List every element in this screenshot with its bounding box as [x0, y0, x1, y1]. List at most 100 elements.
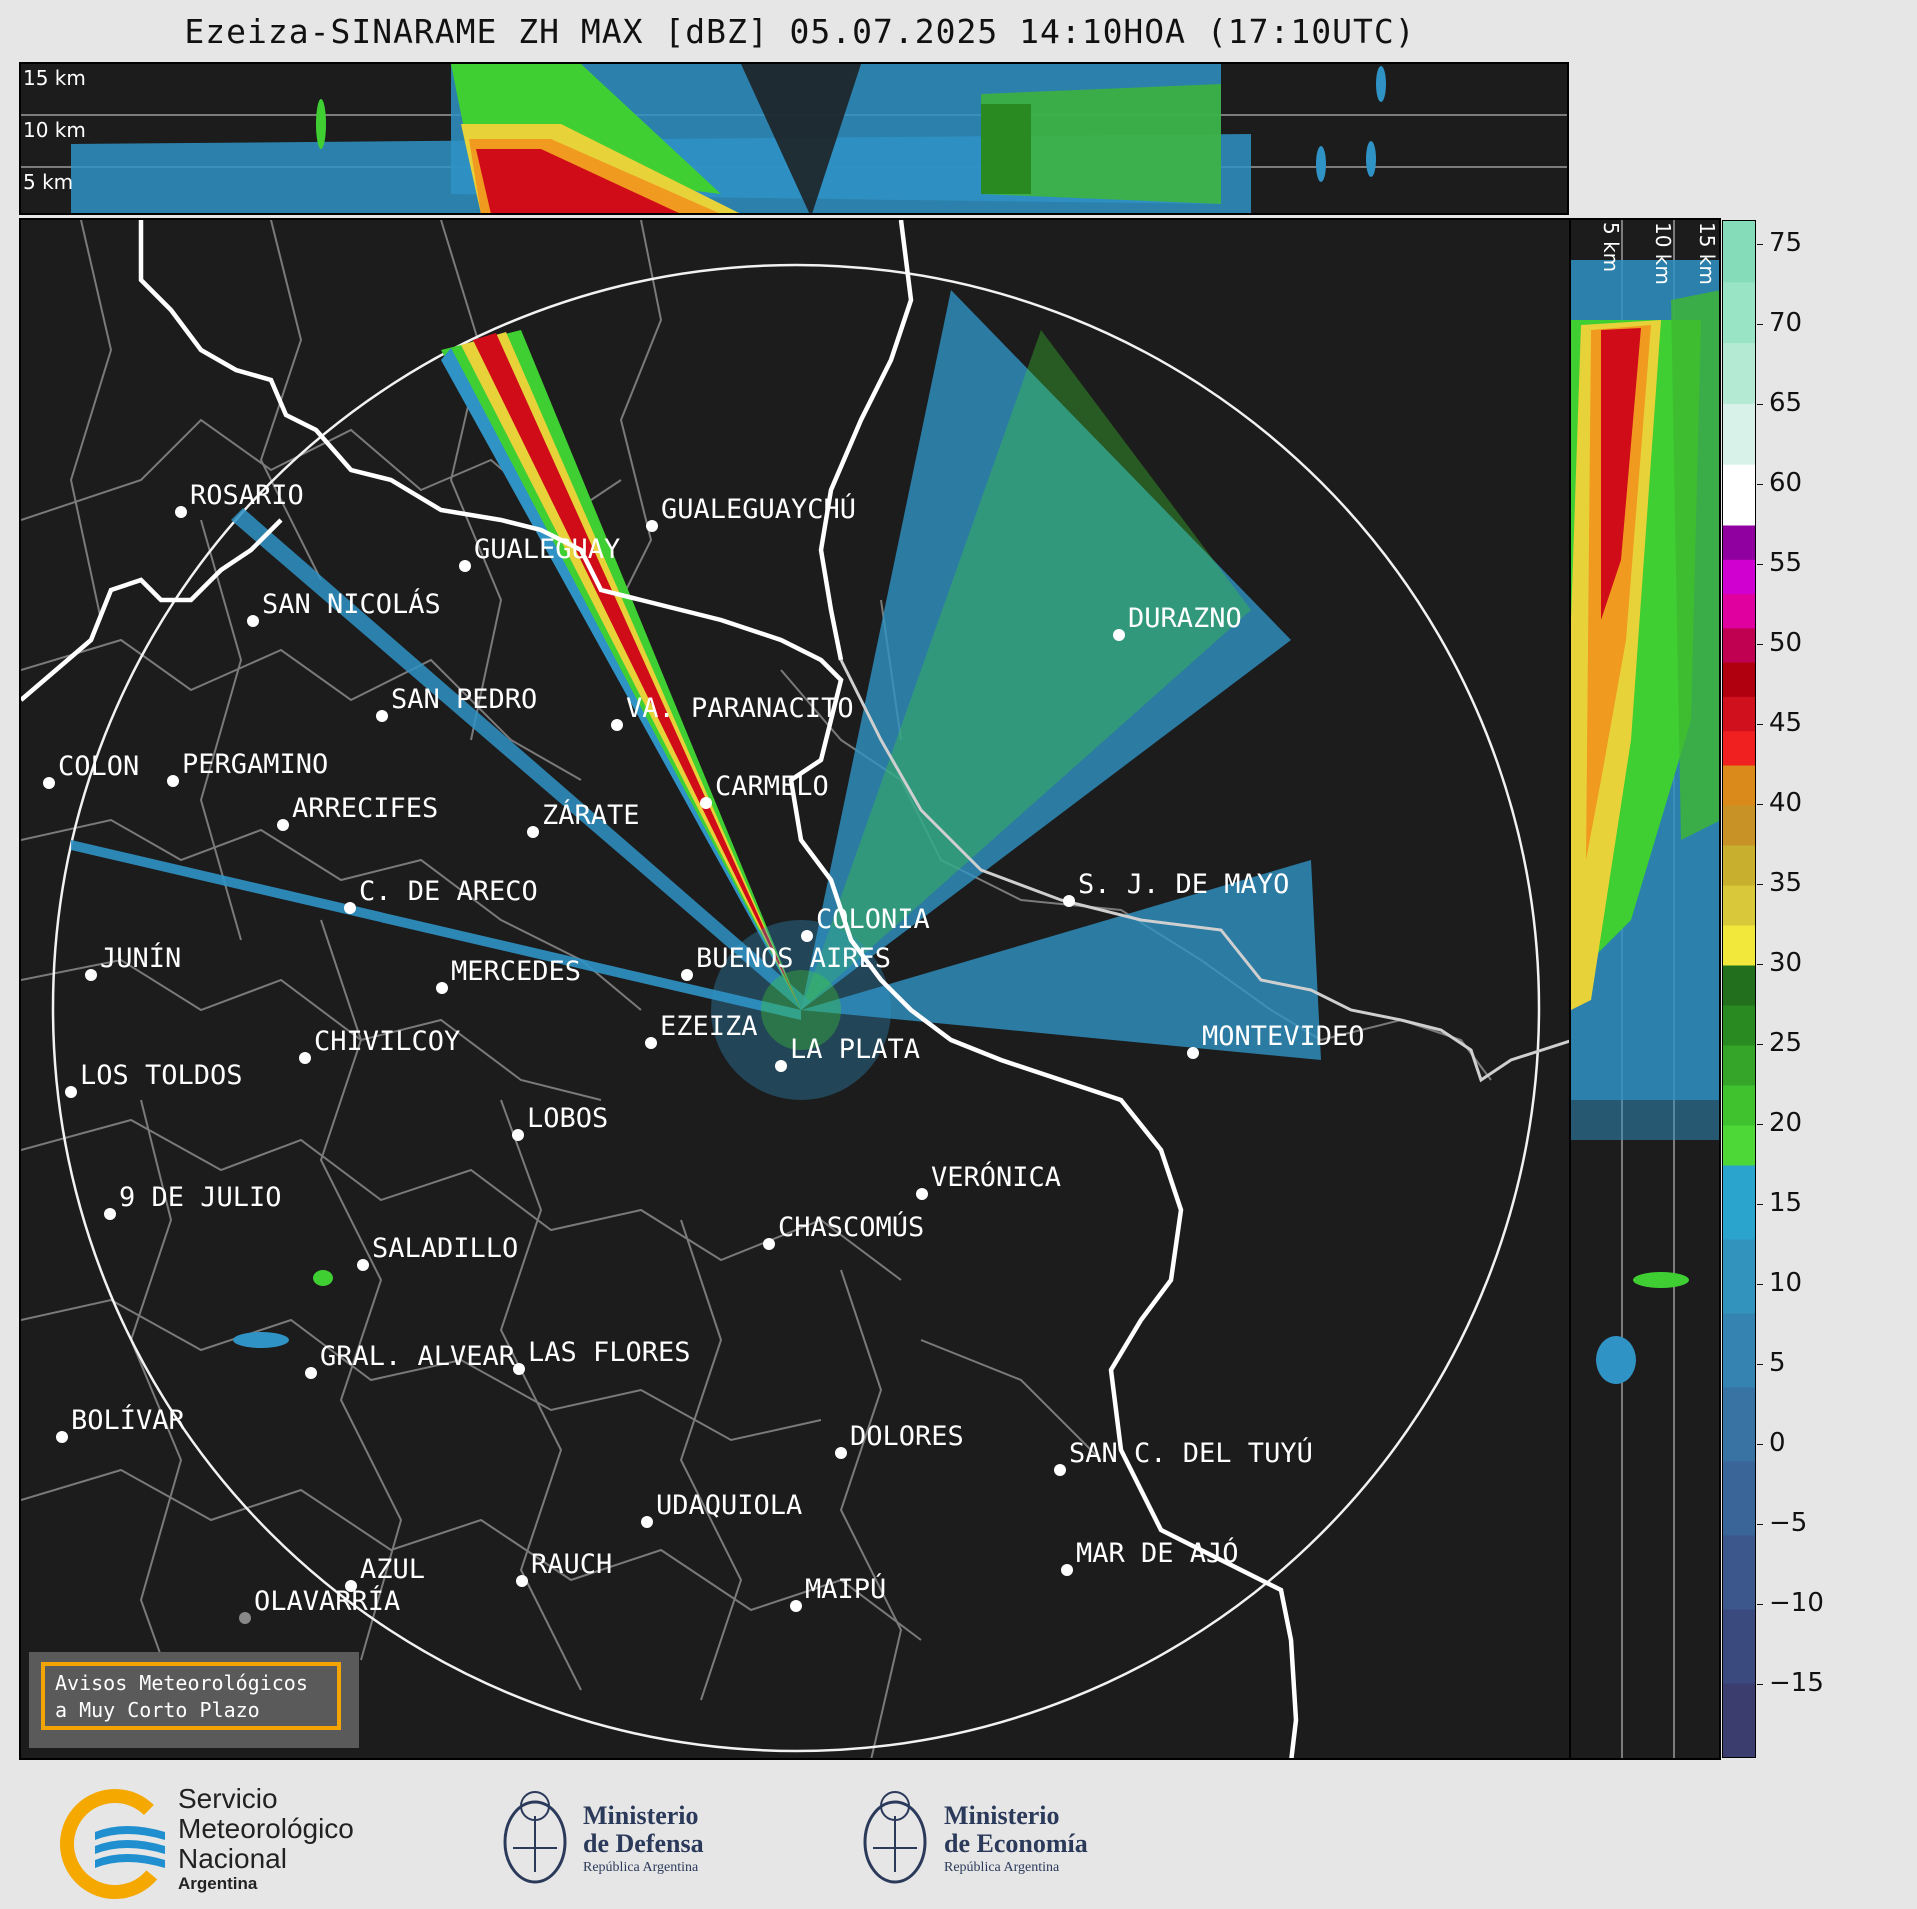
city-label: DURAZNO [1128, 603, 1242, 634]
colorbar-tick-label: 55 [1769, 548, 1803, 578]
city-s-j-de-mayo: S. J. DE MAYO [1063, 869, 1289, 907]
city-udaquiola: UDAQUIOLA [641, 1490, 802, 1528]
city-marker [175, 506, 187, 518]
colorbar-swatch [1723, 965, 1755, 1006]
aviso-box[interactable]: Avisos Meteorológicos a Muy Corto Plazo [41, 1662, 341, 1730]
city-label: ROSARIO [190, 480, 304, 511]
economia-seal-icon [863, 1791, 927, 1884]
smn-line-3: Nacional [178, 1843, 287, 1874]
city-mar-de-aj-: MAR DE AJÓ [1061, 1537, 1239, 1576]
colorbar-swatch [1723, 845, 1755, 886]
city-gualeguay: GUALEGUAY [459, 534, 620, 572]
page-title: Ezeiza-SINARAME ZH MAX [dBZ] 05.07.2025 … [184, 12, 1416, 51]
colorbar [1722, 220, 1756, 1758]
smn-line-1: Servicio [178, 1783, 278, 1814]
city-carmelo: CARMELO [700, 771, 829, 809]
city-label: GRAL. ALVEAR [320, 1341, 516, 1372]
city-label: CARMELO [715, 771, 829, 802]
city-marker [85, 969, 97, 981]
city-label: LOBOS [527, 1103, 608, 1134]
colorbar-swatch [1723, 1005, 1755, 1046]
city-label: BOLÍVAR [71, 1404, 186, 1436]
radar-map: ROSARIO GUALEGUAYCHÚ GUALEGUAY SAN NICOLÁS D… [19, 218, 1571, 1760]
city-rosario: ROSARIO [175, 480, 304, 518]
city-los-toldos: LOS TOLDOS [65, 1060, 243, 1098]
city-va-paranacito: VA. PARANACITO [611, 693, 854, 731]
city-label: MAR DE AJÓ [1076, 1537, 1239, 1569]
colorbar-swatch [1723, 403, 1755, 465]
river-coast [839, 659, 1569, 1083]
city-marker [167, 775, 179, 787]
colorbar-swatch [1723, 1239, 1755, 1314]
city-buenos-aires: BUENOS AIRES [681, 943, 891, 981]
city-label: JUNÍN [100, 942, 181, 974]
side-altitude-panel: 5 km 10 km 15 km [1571, 218, 1721, 1760]
city-label: ZÁRATE [542, 799, 640, 831]
city-bol-var: BOLÍVAR [56, 1404, 186, 1443]
city-marker [700, 797, 712, 809]
economia-line-1: Ministerio [944, 1801, 1060, 1830]
colorbar-swatch [1723, 1609, 1755, 1684]
colorbar-swatch [1723, 1387, 1755, 1462]
colorbar-swatch [1723, 525, 1755, 560]
colorbar-tick-label: 65 [1769, 388, 1803, 418]
city-label: CHIVILCOY [314, 1026, 460, 1057]
city-marker [436, 982, 448, 994]
defensa-logo-text: Ministerio de Defensa República Argentin… [583, 1802, 704, 1878]
aviso-badge[interactable]: Avisos Meteorológicos a Muy Corto Plazo [29, 1652, 359, 1748]
aviso-line-2: a Muy Corto Plazo [55, 1698, 260, 1722]
city-marker [646, 520, 658, 532]
city-label: ARRECIFES [292, 793, 438, 824]
side-altitude-label-5: 5 km [1599, 222, 1623, 273]
smn-logo-icon [60, 1789, 170, 1899]
colorbar-ticks: 75 70 65 60 55 50 45 40 35 30 25 20 15 10 5 0 −5 −10 −15 [1757, 220, 1877, 1758]
city-marker [611, 719, 623, 731]
city-label: BUENOS AIRES [696, 943, 891, 974]
economia-logo-text: Ministerio de Economía República Argenti… [944, 1802, 1088, 1878]
colorbar-tick-label: 45 [1769, 708, 1803, 738]
colorbar-tick-label: 75 [1769, 228, 1803, 258]
city-marker [56, 1431, 68, 1443]
coastline-borders [21, 220, 1299, 1758]
city-gral-alvear: GRAL. ALVEAR [305, 1341, 516, 1379]
colorbar-tick-label: 30 [1769, 948, 1803, 978]
city-label: VERÓNICA [931, 1161, 1061, 1193]
city-marker [104, 1208, 116, 1220]
city-label: SAN PEDRO [391, 684, 537, 715]
colorbar-tick-label: 5 [1769, 1348, 1786, 1378]
colorbar-swatch [1723, 885, 1755, 926]
city-marker [1113, 629, 1125, 641]
city-label: C. DE ARECO [359, 876, 538, 907]
smn-logo-text: Servicio Meteorológico Nacional Argentin… [178, 1784, 354, 1894]
city-marker [513, 1363, 525, 1375]
radar-map-canvas: ROSARIO GUALEGUAYCHÚ GUALEGUAY SAN NICOLÁS D… [21, 220, 1569, 1758]
colorbar-swatch [1723, 593, 1755, 629]
city-maip-: MAIPÚ [790, 1573, 886, 1612]
city-colonia: COLONIA [801, 904, 930, 942]
colorbar-tick-label: 15 [1769, 1188, 1803, 1218]
city-label: LAS FLORES [528, 1337, 691, 1368]
city-label: LA PLATA [790, 1034, 920, 1065]
aviso-line-1: Avisos Meteorológicos [55, 1671, 308, 1695]
colorbar-swatch [1723, 1045, 1755, 1086]
city-marker [43, 777, 55, 789]
city-saladillo: SALADILLO [357, 1233, 518, 1271]
city-ezeiza: EZEIZA [645, 1011, 758, 1049]
smn-line-4: Argentina [178, 1874, 258, 1893]
city-san-nicol-s: SAN NICOLÁS [247, 588, 441, 627]
top-altitude-label-10: 10 km [23, 118, 86, 142]
colorbar-swatch [1723, 1165, 1755, 1240]
colorbar-swatch [1723, 1461, 1755, 1536]
city-jun-n: JUNÍN [85, 942, 181, 981]
city-marker [1063, 895, 1075, 907]
city-marker [299, 1052, 311, 1064]
city-label: GUALEGUAY [474, 534, 620, 565]
city-san-pedro: SAN PEDRO [376, 684, 537, 722]
colorbar-swatch [1723, 925, 1755, 966]
city-marker [459, 560, 471, 572]
city-san-c-del-tuy-: SAN C. DEL TUYÚ [1054, 1437, 1313, 1476]
city-label: COLON [58, 751, 139, 782]
city-marker [357, 1259, 369, 1271]
radar-echoes [71, 290, 1321, 1348]
city-lobos: LOBOS [512, 1103, 608, 1141]
